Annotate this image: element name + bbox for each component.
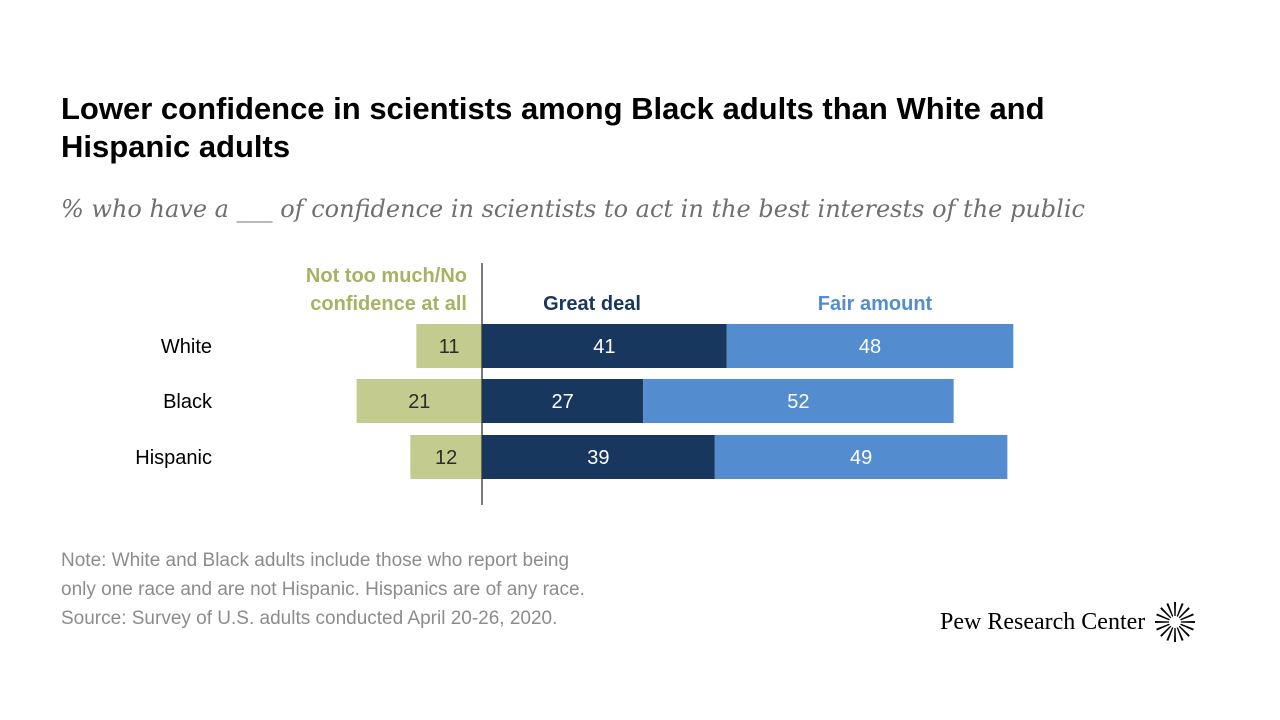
- value-fair-amount-white: 48: [859, 336, 881, 358]
- legend-fair-amount: Fair amount: [818, 293, 933, 315]
- legend-not-too-much-no-confidence-at-all: Not too much/No confidence at all: [306, 265, 467, 315]
- note-and-source: Note: White and Black adults include tho…: [61, 546, 761, 633]
- bar-great-deal-black: [482, 379, 644, 423]
- value-no-confidence-black: 21: [408, 391, 430, 413]
- value-no-confidence-hispanic: 12: [435, 447, 457, 469]
- row-label-hispanic: Hispanic: [135, 447, 212, 469]
- bars: White 11 41 48 Black 21 27 52 Hispanic 12 39 49: [135, 324, 1014, 479]
- value-fair-amount-hispanic: 49: [850, 447, 872, 469]
- row-label-white: White: [161, 336, 212, 358]
- value-fair-amount-black: 52: [787, 391, 809, 413]
- value-great-deal-black: 27: [551, 391, 573, 413]
- brand-signature: Pew Research Center: [940, 600, 1197, 644]
- bar-great-deal-hispanic: [482, 435, 715, 479]
- bar-fair-amount-black: [643, 379, 954, 423]
- source-line: Source: Survey of U.S. adults conducted …: [61, 608, 558, 629]
- chart-subtitle: % who have a ___ of confidence in scient…: [61, 195, 1085, 223]
- legend-great-deal: Great deal: [543, 293, 641, 315]
- brand-name: Pew Research Center: [940, 608, 1146, 635]
- bar-fair-amount-white: [726, 324, 1014, 368]
- bar-no-confidence-black: [356, 379, 482, 423]
- note-line-2: only one race and are not Hispanic. Hisp…: [61, 579, 585, 600]
- row-label-black: Black: [163, 391, 213, 413]
- legend: Not too much/No confidence at all Great de…: [306, 265, 933, 315]
- value-great-deal-white: 41: [593, 336, 615, 358]
- pew-burst-logo-icon: [1155, 602, 1196, 642]
- bar-great-deal-white: [482, 324, 727, 368]
- chart-title: Lower confidence in scientists among Bla…: [61, 91, 1045, 164]
- bar-no-confidence-hispanic: [410, 435, 482, 479]
- bar-fair-amount-hispanic: [714, 435, 1008, 479]
- value-great-deal-hispanic: 39: [587, 447, 609, 469]
- value-no-confidence-white: 11: [439, 336, 460, 358]
- note-line-1: Note: White and Black adults include tho…: [61, 550, 570, 571]
- bar-no-confidence-white: [416, 324, 482, 368]
